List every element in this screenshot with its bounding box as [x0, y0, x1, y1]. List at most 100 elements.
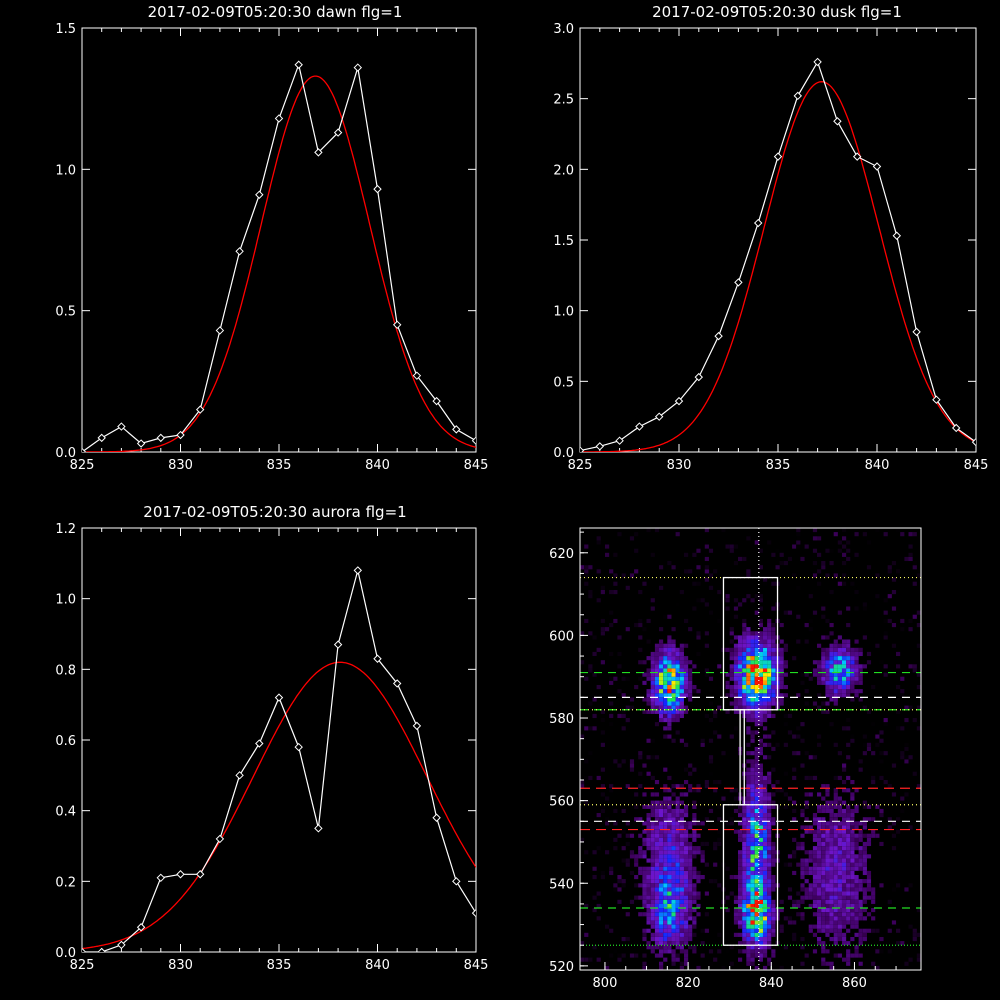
heatmap-cell — [746, 932, 751, 937]
heatmap-cell — [754, 610, 759, 615]
heatmap-cell — [746, 668, 751, 673]
heatmap-cell — [837, 887, 842, 892]
heatmap-cell — [908, 664, 913, 669]
heatmap-cell — [596, 685, 601, 690]
heatmap-cell — [654, 887, 660, 892]
heatmap-cell — [812, 850, 818, 855]
heatmap-cell — [767, 912, 772, 917]
heatmap-cell — [854, 656, 859, 661]
heatmap-cell — [580, 957, 585, 962]
heatmap-cell — [654, 846, 660, 851]
heatmap-cell — [833, 697, 838, 702]
heatmap-cell — [667, 651, 672, 657]
heatmap-cell — [671, 953, 676, 958]
heatmap-cell — [842, 813, 847, 818]
heatmap-cell — [704, 912, 709, 917]
heatmap-cell — [837, 689, 842, 694]
heatmap-cell — [804, 866, 809, 871]
heatmap-cell — [679, 854, 684, 859]
heatmap-cell — [763, 668, 768, 673]
heatmap-cell — [825, 808, 830, 814]
heatmap-cell — [763, 924, 768, 929]
heatmap-cell — [684, 643, 689, 648]
heatmap-cell — [654, 837, 660, 842]
heatmap-cell — [866, 746, 872, 752]
heatmap-cell — [746, 825, 751, 830]
heatmap-cell — [650, 829, 655, 834]
heatmap-cell — [846, 953, 851, 958]
heatmap-cell — [808, 928, 813, 933]
heatmap-cell — [609, 590, 614, 595]
heatmap-cell — [871, 887, 876, 892]
heatmap-cell — [746, 751, 751, 756]
heatmap-cell — [854, 883, 859, 888]
heatmap-cell — [804, 800, 809, 805]
heatmap-cell — [675, 887, 680, 892]
heatmap-cell — [671, 738, 676, 743]
heatmap-cell — [858, 862, 863, 867]
heatmap-cell — [684, 656, 689, 661]
heatmap-cell — [584, 618, 589, 624]
heatmap-cell — [650, 656, 655, 661]
dusk-data-point — [872, 162, 882, 171]
heatmap-cell — [713, 788, 718, 793]
heatmap-cell — [609, 788, 614, 793]
heatmap-cell — [812, 891, 818, 896]
heatmap-cell — [854, 912, 859, 917]
heatmap-cell — [746, 846, 751, 851]
heatmap-cell — [837, 829, 842, 834]
aurora-data-point — [97, 947, 106, 952]
heatmap-cell — [729, 544, 734, 549]
heatmap-cell — [879, 759, 884, 764]
heatmap-cell — [854, 841, 859, 847]
heatmap-cell — [629, 953, 635, 958]
heatmap-cell — [746, 957, 751, 962]
heatmap-cell — [754, 829, 759, 834]
heatmap-cell — [679, 713, 684, 719]
heatmap-cell — [825, 887, 830, 892]
heatmap-cell — [646, 875, 651, 880]
heatmap-cell — [654, 932, 660, 937]
heatmap-cell — [663, 680, 668, 685]
heatmap-cell — [659, 875, 664, 880]
heatmap-cell — [767, 899, 772, 904]
heatmap-cell — [837, 775, 842, 781]
heatmap-cell — [679, 912, 684, 917]
heatmap-cell — [850, 870, 855, 876]
heatmap-cell — [829, 548, 834, 553]
heatmap-cell — [875, 573, 880, 578]
dawn-data-point — [235, 247, 244, 256]
heatmap-cell — [692, 606, 697, 611]
heatmap-cell — [738, 949, 743, 954]
heatmap-cell — [837, 920, 842, 925]
heatmap-cell — [779, 561, 784, 566]
heatmap-cell — [733, 705, 739, 710]
heatmap-cell — [854, 693, 859, 698]
heatmap-cell — [671, 870, 676, 876]
heatmap-cell — [879, 949, 884, 954]
heatmap-cell — [750, 635, 755, 640]
heatmap-cell — [679, 924, 684, 929]
heatmap-cell — [704, 602, 709, 607]
heatmap-cell — [684, 887, 689, 892]
heatmap-cell — [858, 676, 863, 681]
heatmap-cell — [887, 899, 892, 904]
heatmap-cell — [646, 866, 651, 871]
heatmap-cell — [646, 709, 651, 714]
heatmap-cell — [650, 800, 655, 805]
heatmap-cell — [675, 656, 680, 661]
heatmap-cell — [904, 556, 909, 562]
heatmap-cell — [621, 937, 626, 942]
heatmap-cell — [625, 676, 630, 681]
heatmap-cell — [842, 937, 847, 942]
heatmap-cell — [654, 945, 660, 950]
heatmap-cell — [829, 623, 834, 628]
heatmap-cell — [688, 821, 693, 826]
heatmap-cell — [758, 916, 763, 921]
heatmap-cell — [654, 862, 660, 867]
heatmap-cell — [663, 821, 668, 826]
heatmap-cell — [671, 883, 676, 888]
heatmap-cell — [609, 722, 614, 727]
heatmap-cell — [829, 821, 834, 826]
heatmap-cell — [617, 879, 622, 884]
